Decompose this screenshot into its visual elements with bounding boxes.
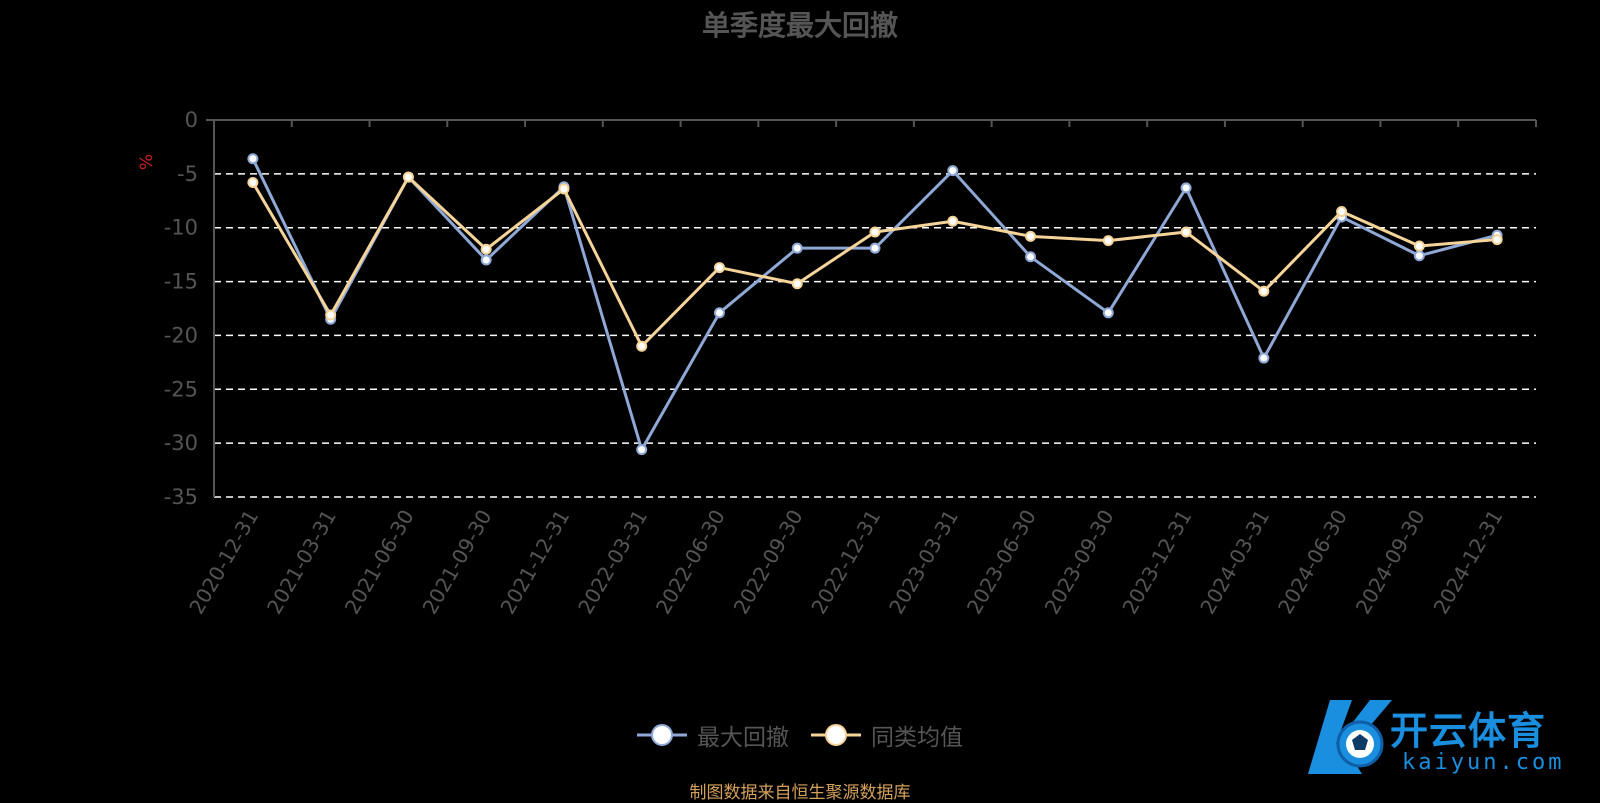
x-tick-label-4: 2021-12-31 xyxy=(495,506,574,619)
x-tick-label-15: 2024-09-30 xyxy=(1351,506,1430,619)
legend-swatch-series-0 xyxy=(637,724,687,746)
x-tick-label-13: 2024-03-31 xyxy=(1195,506,1274,619)
watermark-logo: 开云体育 kaiyun.com xyxy=(1300,694,1590,784)
y-axis-label: % xyxy=(137,154,157,170)
chart-title: 单季度最大回撤 xyxy=(701,9,898,42)
y-tick-label-3: -15 xyxy=(164,270,198,294)
legend-swatch-series-1 xyxy=(811,724,861,746)
y-tick-label-6: -30 xyxy=(164,431,198,455)
series-1-point-11 xyxy=(1102,235,1114,247)
x-tick-label-10: 2023-06-30 xyxy=(962,506,1041,619)
series-1-point-1 xyxy=(325,309,337,321)
series-1-point-9 xyxy=(947,215,959,227)
series-line-1 xyxy=(251,175,1498,348)
x-tick-label-7: 2022-09-30 xyxy=(729,506,808,619)
legend-label-series-1: 同类均值 xyxy=(871,725,963,751)
x-tick-label-6: 2022-06-30 xyxy=(651,506,730,619)
y-tick-label-0: 0 xyxy=(185,108,198,132)
legend-item-series-1[interactable]: 同类均值 xyxy=(811,718,963,752)
series-0-point-11 xyxy=(1102,307,1114,319)
x-tick-label-8: 2022-12-31 xyxy=(806,506,885,619)
x-tick-label-14: 2024-06-30 xyxy=(1273,506,1352,619)
series-0-point-12 xyxy=(1180,182,1192,194)
x-tick-label-12: 2023-12-31 xyxy=(1117,506,1196,619)
y-tick-label-7: -35 xyxy=(164,485,198,509)
series-0-point-13 xyxy=(1258,352,1270,364)
series-line-0 xyxy=(251,158,1498,452)
legend-item-series-0[interactable]: 最大回撤 xyxy=(637,718,789,752)
series-0-point-8 xyxy=(869,242,881,254)
y-tick-label-5: -25 xyxy=(164,377,198,401)
watermark-text: 开云体育 xyxy=(1390,709,1547,753)
logo-icon xyxy=(1308,700,1392,774)
x-tick-label-11: 2023-09-30 xyxy=(1040,506,1119,619)
legend: 最大回撤 同类均值 xyxy=(0,718,1600,752)
series-1-point-0 xyxy=(247,176,259,188)
x-tick-label-9: 2023-03-31 xyxy=(884,505,963,618)
x-tick-label-2: 2021-06-30 xyxy=(340,505,419,618)
legend-label-series-0: 最大回撤 xyxy=(697,725,789,751)
series-0-point-15 xyxy=(1413,250,1425,262)
x-tick-label-3: 2021-09-30 xyxy=(418,506,497,619)
series-1-point-4 xyxy=(558,183,570,195)
series-1-point-8 xyxy=(869,226,881,238)
series-1-point-7 xyxy=(791,278,803,290)
watermark-subtext: kaiyun.com xyxy=(1402,750,1565,775)
series-1-point-6 xyxy=(713,262,725,274)
source-note: 制图数据来自恒生聚源数据库 xyxy=(689,783,911,803)
y-tick-label-1: -5 xyxy=(177,162,198,186)
x-tick-label-16: 2024-12-31 xyxy=(1429,506,1508,619)
series-1-point-10 xyxy=(1025,230,1037,242)
series-0-point-10 xyxy=(1025,251,1037,263)
series-1-point-16 xyxy=(1491,234,1503,246)
x-tick-label-5: 2022-03-31 xyxy=(573,506,652,619)
y-tick-label-4: -20 xyxy=(164,323,198,347)
series-1-point-13 xyxy=(1258,285,1270,297)
series-1-point-5 xyxy=(636,340,648,352)
y-tick-label-2: -10 xyxy=(164,216,198,240)
series-0-point-3 xyxy=(480,254,492,266)
series-1-point-3 xyxy=(480,243,492,255)
series-0-point-6 xyxy=(713,307,725,319)
series-0-point-0 xyxy=(247,153,259,165)
series-0-point-5 xyxy=(636,444,648,456)
series-0-point-7 xyxy=(791,242,803,254)
series-1-point-14 xyxy=(1336,206,1348,218)
series-1-point-15 xyxy=(1413,240,1425,252)
series-1-point-12 xyxy=(1180,226,1192,238)
series-0-point-9 xyxy=(947,165,959,177)
x-tick-label-0: 2020-12-31 xyxy=(184,506,263,619)
x-tick-label-1: 2021-03-31 xyxy=(262,506,341,619)
series-1-point-2 xyxy=(402,171,414,183)
